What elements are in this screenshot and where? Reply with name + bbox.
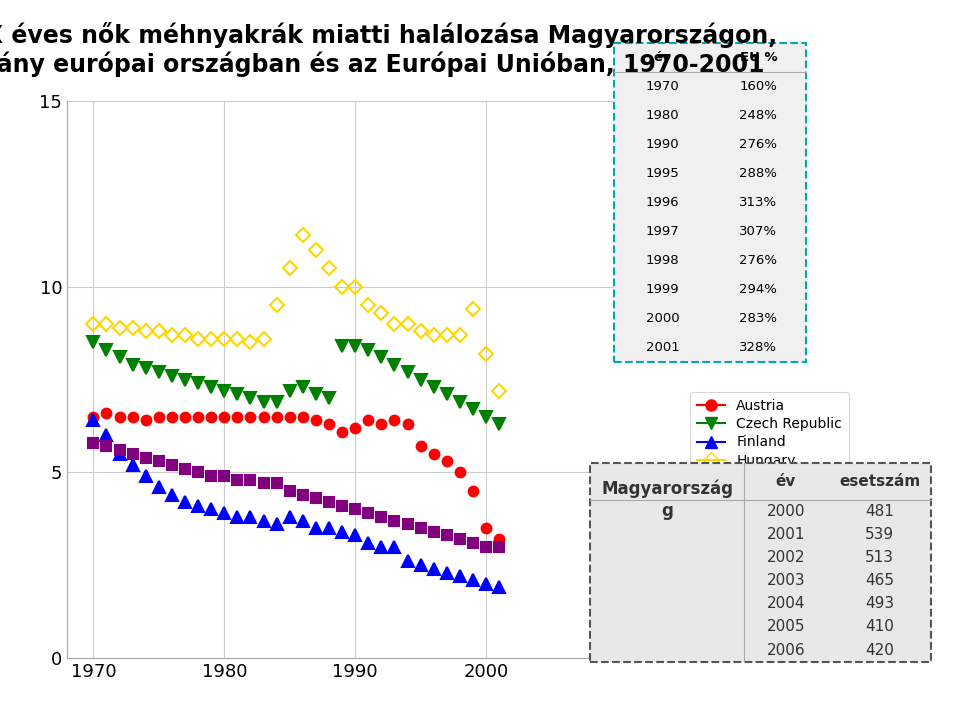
Text: 2005: 2005 — [767, 620, 805, 634]
Text: 248%: 248% — [739, 109, 778, 122]
Text: 160%: 160% — [739, 80, 778, 93]
Text: 465: 465 — [865, 573, 894, 589]
Text: A 0-X éves nők méhnyakrák miatti halálozása Magyarországon,
néhány európai orszá: A 0-X éves nők méhnyakrák miatti haláloz… — [0, 22, 777, 77]
Text: 1990: 1990 — [645, 138, 680, 151]
Text: 513: 513 — [865, 550, 894, 565]
Text: 283%: 283% — [739, 312, 778, 325]
Legend: Austria, Czech Republic, Finland, Hungary, EU average: Austria, Czech Republic, Finland, Hungar… — [690, 392, 849, 492]
Text: év: év — [776, 474, 796, 489]
Text: 313%: 313% — [739, 196, 778, 209]
Text: 2000: 2000 — [645, 312, 680, 325]
Text: 1970: 1970 — [645, 80, 680, 93]
Text: 1980: 1980 — [645, 109, 680, 122]
Text: 294%: 294% — [739, 283, 778, 296]
Text: 276%: 276% — [739, 138, 778, 151]
Text: 288%: 288% — [739, 167, 778, 180]
Text: 2004: 2004 — [767, 596, 805, 612]
Text: 1995: 1995 — [645, 167, 680, 180]
Text: 2000: 2000 — [767, 504, 805, 519]
Text: 307%: 307% — [739, 225, 778, 238]
Text: 2001: 2001 — [645, 341, 680, 354]
Text: 1998: 1998 — [645, 254, 680, 267]
Text: év: év — [654, 51, 671, 64]
Text: 539: 539 — [865, 527, 894, 542]
Text: esetszám: esetszám — [839, 474, 921, 489]
Text: 1996: 1996 — [645, 196, 680, 209]
Text: EU %: EU % — [739, 51, 778, 64]
Text: Magyarország: Magyarország — [601, 479, 733, 498]
Text: 420: 420 — [865, 643, 894, 657]
Text: 1997: 1997 — [645, 225, 680, 238]
Text: g: g — [661, 502, 673, 520]
Text: 2003: 2003 — [767, 573, 805, 589]
Text: 2006: 2006 — [767, 643, 805, 657]
Text: 2002: 2002 — [767, 550, 805, 565]
Text: 493: 493 — [865, 596, 894, 612]
Text: 481: 481 — [865, 504, 894, 519]
Text: 410: 410 — [865, 620, 894, 634]
Text: 276%: 276% — [739, 254, 778, 267]
Text: 328%: 328% — [739, 341, 778, 354]
Text: 1999: 1999 — [645, 283, 680, 296]
Text: 2001: 2001 — [767, 527, 805, 542]
